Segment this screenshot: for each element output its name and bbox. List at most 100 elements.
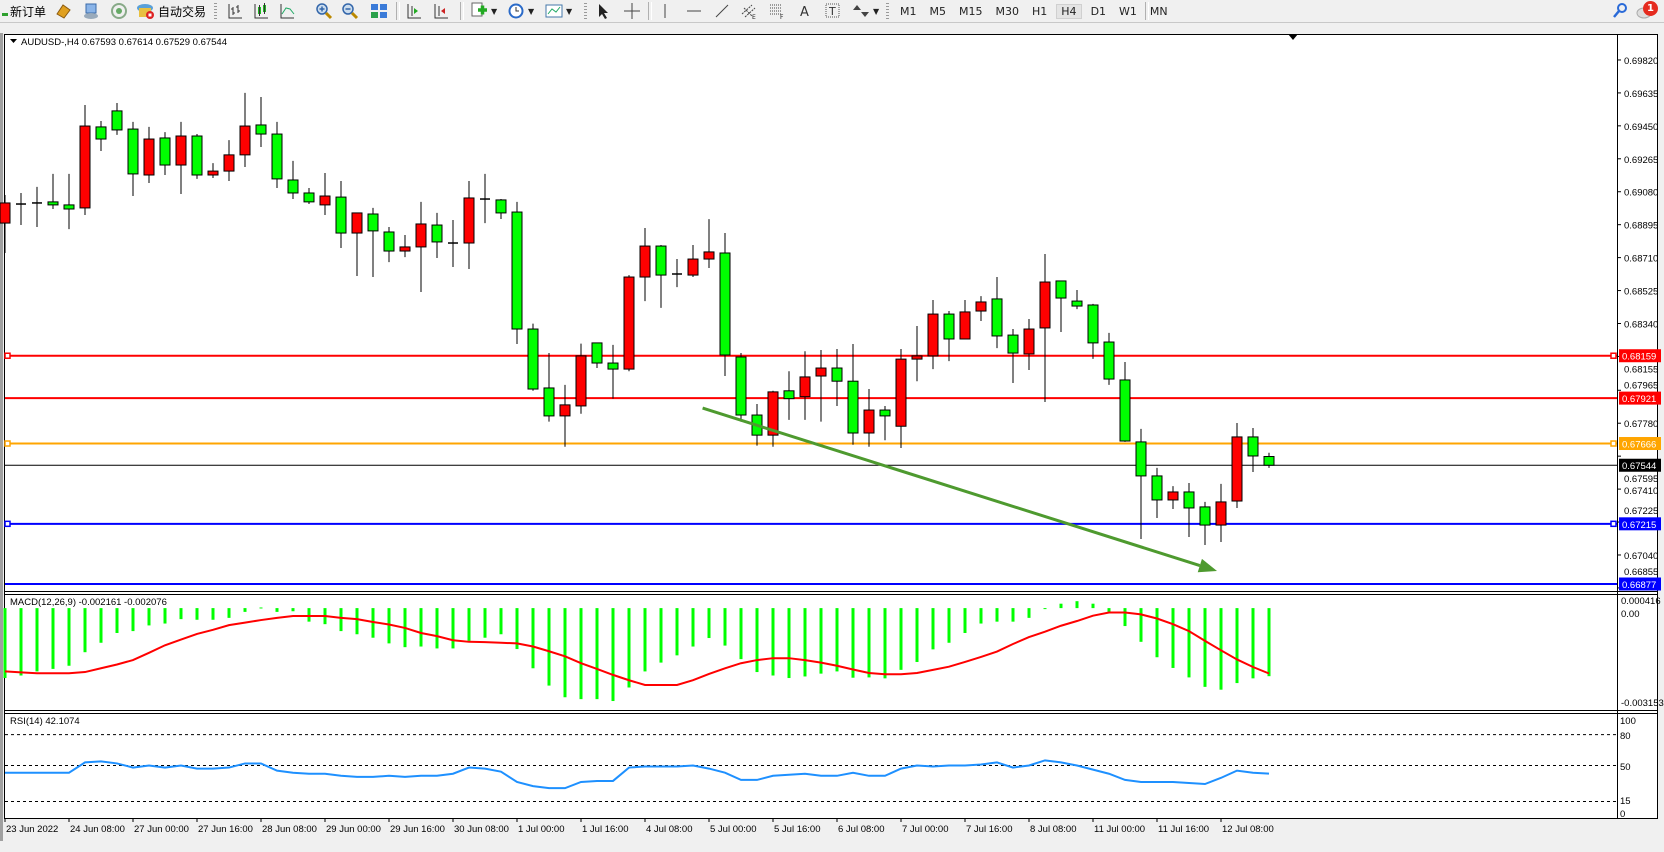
candle — [959, 299, 971, 340]
candlestick-button[interactable] — [252, 1, 270, 21]
chart-header: AUDUSD-,H4 0.67593 0.67614 0.67529 0.675… — [21, 37, 227, 48]
candle-body-bull — [623, 276, 635, 370]
arrows-button[interactable]: ▼ — [852, 1, 879, 21]
candle — [1263, 452, 1275, 468]
zoom-out-button[interactable] — [341, 1, 359, 21]
candle — [1167, 486, 1179, 510]
candle-body-bull — [687, 258, 699, 276]
rsi-line — [5, 759, 1270, 790]
terminal-button[interactable] — [82, 1, 100, 21]
period-mn[interactable]: MN — [1149, 4, 1168, 18]
bar-chart-button[interactable] — [226, 1, 244, 21]
candle-body-bear — [95, 126, 107, 140]
macd-histogram-bar — [1251, 608, 1255, 679]
price-panel[interactable]: 0.69820 0.69635 0.69450 0.69265 0.69080 0.688… — [0, 56, 1661, 591]
candle-body-bull — [1215, 501, 1227, 526]
trendline-arrow[interactable] — [702, 406, 1201, 568]
candle-body-bull — [351, 212, 363, 234]
candle-body-bear — [255, 124, 267, 135]
candle — [767, 390, 779, 447]
candle-body-bear — [943, 313, 955, 340]
macd-histogram-bar — [691, 608, 695, 647]
rsi-panel[interactable]: 100 80 50 15 0 — [5, 716, 1636, 820]
candlestick-icon — [254, 3, 268, 19]
period-h1[interactable]: H1 — [1032, 4, 1048, 18]
periods-button[interactable]: ▼ — [507, 1, 534, 21]
macd-label: MACD(12,26,9) -0.002161 -0.002076 — [10, 597, 167, 608]
toolbar-grip[interactable] — [584, 3, 587, 19]
candle-body-bull — [319, 195, 331, 206]
text-label-button[interactable]: T — [824, 1, 842, 21]
line-anchor-handle[interactable] — [4, 352, 11, 359]
candle-body-bull — [1167, 491, 1179, 501]
new-order-button[interactable]: 新订单 — [2, 1, 46, 21]
cursor-button[interactable] — [594, 1, 612, 21]
candle — [191, 134, 203, 179]
macd-histogram-bar — [723, 608, 727, 646]
fibonacci-button[interactable]: F — [768, 1, 786, 21]
candle-body-bear — [63, 204, 75, 210]
autoscroll-icon — [407, 4, 421, 19]
macd-panel[interactable]: 0.000416 0.00 -0.003153 — [3, 596, 1664, 709]
auto-trading-button[interactable]: 自动交易 — [136, 1, 206, 21]
line-anchor-handle[interactable] — [4, 520, 11, 528]
line-anchor-handle[interactable] — [1610, 440, 1617, 447]
vertical-line-icon — [664, 4, 666, 18]
chart-shift-button[interactable] — [432, 1, 450, 21]
macd-histogram-bar — [979, 608, 983, 624]
vertical-line-button[interactable] — [656, 1, 674, 21]
horizontal-line-button[interactable] — [685, 1, 703, 21]
zoom-in-button[interactable] — [315, 1, 333, 21]
period-m15[interactable]: M15 — [959, 4, 983, 18]
candle — [815, 350, 827, 422]
candle — [143, 126, 155, 184]
chevron-down-icon: ▼ — [528, 6, 535, 16]
templates-button[interactable]: ▼ — [545, 1, 572, 21]
rsi-label: RSI(14) 42.1074 — [10, 716, 80, 727]
toolbar: 新订单 自动交易 ▼ ▼ ▼ E F A T ▼ M1 M5 M15 M30 H1 H4 D… — [0, 0, 1664, 23]
bar-chart-icon — [228, 4, 242, 19]
macd-histogram-bar — [835, 608, 839, 672]
toolbar-grip[interactable] — [214, 3, 217, 19]
search-button[interactable] — [1612, 1, 1628, 21]
chart-shift-icon — [434, 4, 448, 19]
period-h4[interactable]: H4 — [1056, 3, 1082, 19]
candle-body-bear — [655, 245, 667, 276]
autoscroll-button[interactable] — [405, 1, 423, 21]
crosshair-button[interactable] — [623, 1, 641, 21]
chart-shift-marker-icon[interactable] — [1288, 34, 1298, 40]
candle-body-bear — [367, 213, 379, 232]
candle — [543, 353, 555, 422]
tile-windows-button[interactable] — [370, 1, 388, 21]
period-m5[interactable]: M5 — [929, 4, 947, 18]
candle — [831, 348, 843, 406]
candle-body-bear — [271, 133, 283, 180]
signals-button[interactable] — [110, 1, 128, 21]
period-m1[interactable]: M1 — [900, 4, 917, 18]
macd-histogram-bar — [579, 608, 583, 700]
market-watch-button[interactable] — [54, 1, 72, 21]
line-anchor-handle[interactable] — [4, 440, 11, 447]
text-button[interactable]: A — [796, 1, 814, 21]
candle — [79, 105, 91, 216]
indicators-button[interactable]: ▼ — [470, 1, 497, 21]
trendline-button[interactable] — [713, 1, 731, 21]
period-w1[interactable]: W1 — [1119, 4, 1137, 18]
macd-histogram-bar — [115, 608, 119, 633]
chart-menu-triangle-icon[interactable] — [10, 39, 17, 43]
macd-histogram-bar — [1235, 608, 1239, 684]
period-m30[interactable]: M30 — [995, 4, 1020, 18]
line-chart-button[interactable] — [278, 1, 296, 21]
chart-window[interactable]: 0.69820 0.69635 0.69450 0.69265 0.69080 0.688… — [0, 22, 1664, 852]
macd-histogram-bar — [1091, 603, 1095, 609]
line-anchor-handle[interactable] — [1610, 352, 1617, 359]
arrows-icon — [853, 5, 869, 17]
candle — [639, 228, 651, 302]
macd-histogram-bar — [67, 608, 71, 666]
toolbar-grip[interactable] — [886, 3, 889, 19]
candle-body-bull — [399, 246, 411, 252]
candle-body-bull — [559, 404, 571, 417]
period-d1[interactable]: D1 — [1090, 4, 1107, 18]
line-anchor-handle[interactable] — [1610, 520, 1617, 528]
equidistant-channel-button[interactable]: E — [740, 1, 758, 21]
